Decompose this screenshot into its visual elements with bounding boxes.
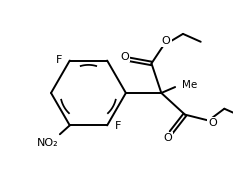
- Text: O: O: [164, 133, 172, 143]
- Text: Me: Me: [182, 80, 197, 90]
- Text: O: O: [208, 117, 217, 127]
- Text: O: O: [121, 52, 129, 62]
- Text: NO₂: NO₂: [37, 138, 59, 148]
- Text: F: F: [115, 121, 121, 131]
- Text: F: F: [56, 55, 62, 65]
- Text: O: O: [162, 36, 171, 46]
